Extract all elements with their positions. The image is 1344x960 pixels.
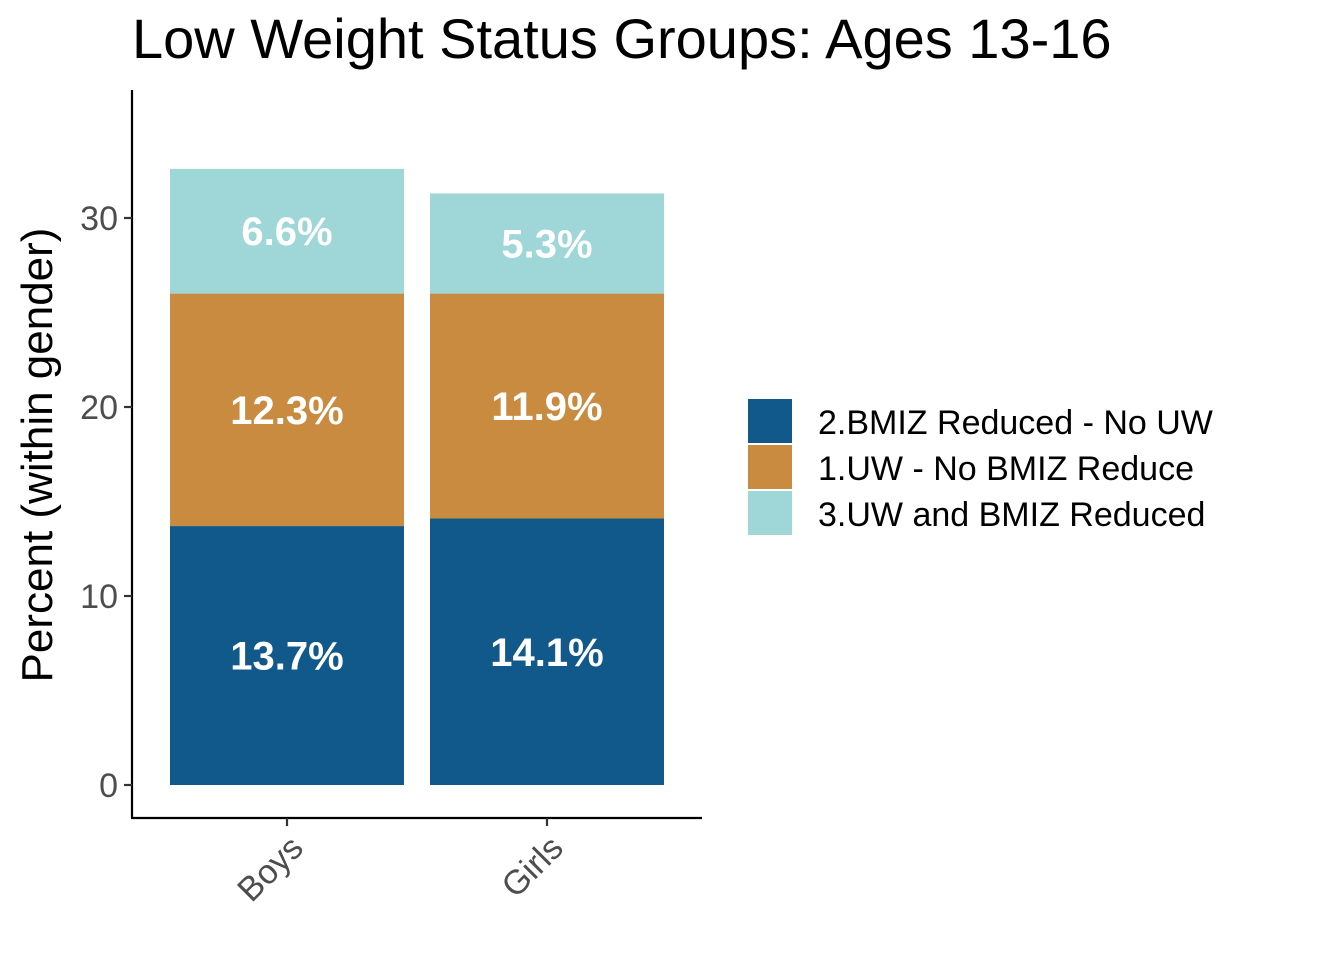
bar-boys-series-3	[170, 168, 404, 294]
chart-title: Low Weight Status Groups: Ages 13-16	[132, 7, 1112, 70]
legend-key-1	[748, 399, 792, 443]
bar-girls-series-2	[430, 293, 664, 519]
bar-label-girls-series-1: 14.1%	[490, 631, 603, 675]
y-tick-label: 0	[99, 767, 118, 805]
bar-girls-series-3	[430, 193, 664, 294]
legend-key-2	[748, 445, 792, 489]
bar-boys-series-1	[170, 526, 404, 785]
y-tick-label: 10	[80, 578, 118, 616]
bar-labels-group: 13.7% 12.3% 6.6% 14.1% 11.9% 5.3%	[230, 210, 603, 678]
bars-group	[170, 168, 664, 785]
bar-boys-series-2	[170, 293, 404, 527]
x-ticks-group: Boys Girls	[230, 818, 571, 909]
y-ticks-group: 0 10 20 30	[80, 200, 132, 805]
legend-key-3	[748, 491, 792, 535]
bar-label-boys-series-3: 6.6%	[241, 210, 332, 254]
legend-label-2: 1.UW - No BMIZ Reduce	[818, 450, 1194, 488]
x-tick-label-girls: Girls	[494, 829, 570, 905]
y-tick-label: 20	[80, 389, 118, 427]
bar-label-girls-series-2: 11.9%	[491, 385, 602, 429]
legend-label-1: 2.BMIZ Reduced - No UW	[818, 404, 1213, 442]
legend: 2.BMIZ Reduced - No UW 1.UW - No BMIZ Red…	[748, 399, 1213, 535]
x-tick-label-boys: Boys	[230, 829, 310, 909]
bar-label-boys-series-1: 13.7%	[230, 635, 343, 679]
y-tick-label: 30	[80, 200, 118, 238]
bar-label-boys-series-2: 12.3%	[230, 389, 343, 433]
legend-label-3: 3.UW and BMIZ Reduced	[818, 496, 1205, 534]
bar-girls-series-1	[430, 518, 664, 785]
bar-label-girls-series-3: 5.3%	[501, 223, 592, 267]
y-axis-title: Percent (within gender)	[13, 228, 62, 683]
